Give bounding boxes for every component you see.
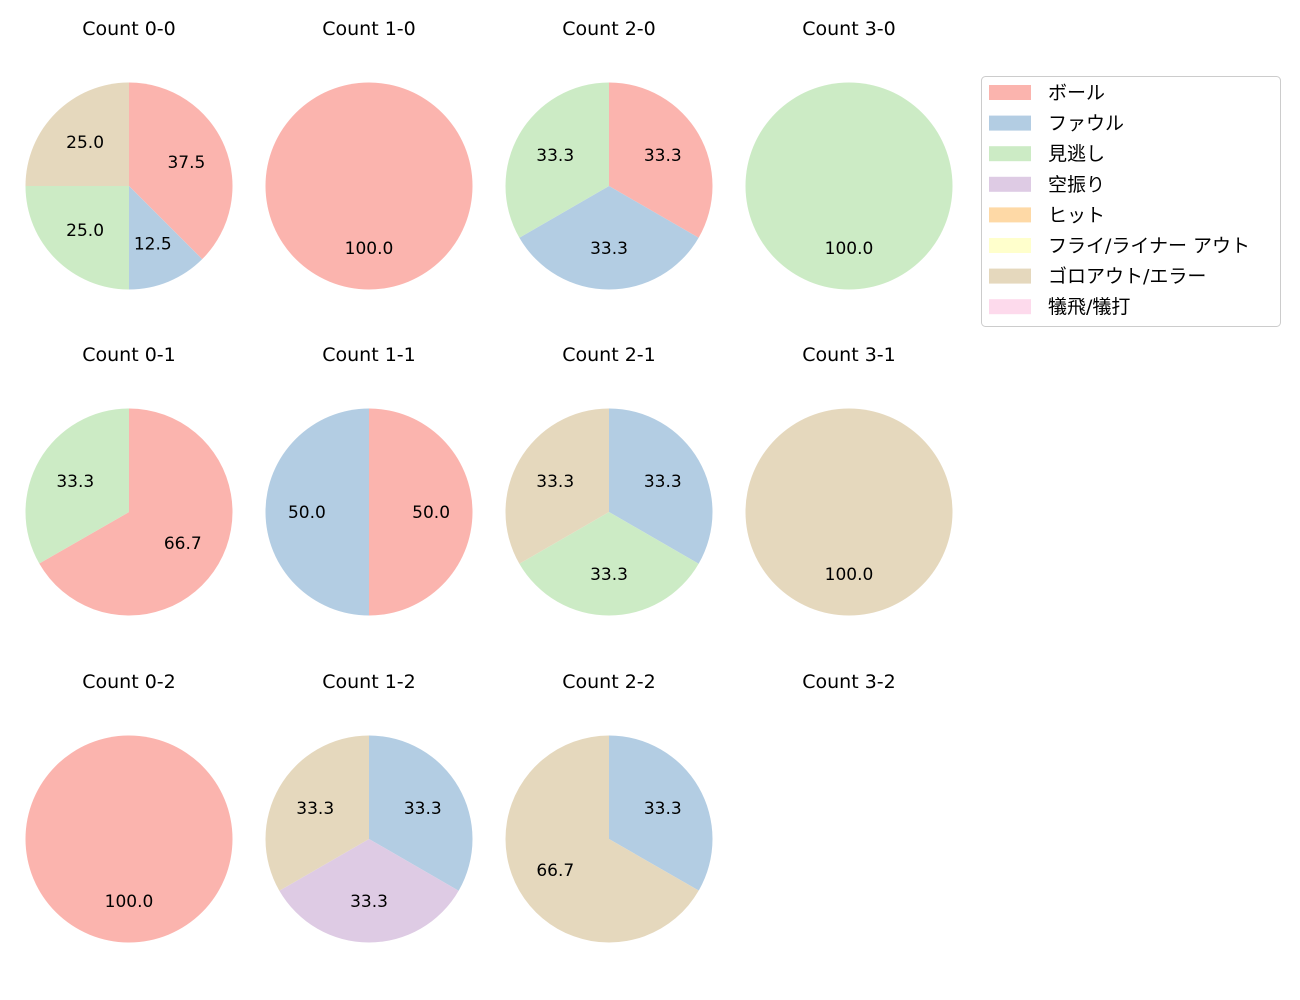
- legend-frame: [981, 76, 1281, 327]
- pie-count-0-0: Count 0-0 37.5 12.5 25.0 25.0: [25, 18, 233, 290]
- pie-slice: [129, 82, 233, 260]
- pie-count-1-1: Count 1-1 50.0 50.0: [265, 344, 473, 616]
- pie-title: Count 0-2: [82, 671, 176, 693]
- slice-label: 33.3: [404, 799, 442, 819]
- pie-count-3-1: Count 3-1 100.0: [745, 344, 953, 616]
- pie-title: Count 3-0: [802, 18, 896, 40]
- legend-label: フライ/ライナー アウト: [1048, 235, 1250, 257]
- pie-title: Count 0-1: [82, 344, 176, 366]
- slice-label: 66.7: [536, 861, 574, 881]
- pie-slice: [369, 735, 473, 891]
- pie-title: Count 1-1: [322, 344, 416, 366]
- legend-swatch: [989, 207, 1031, 223]
- slice-label: 33.3: [536, 472, 574, 492]
- pie-count-2-2: Count 2-2 33.3 66.7: [505, 671, 713, 943]
- pie-slice: [505, 408, 609, 564]
- legend-swatch: [989, 238, 1031, 253]
- pie-slice: [505, 82, 609, 238]
- pie-slice: [279, 839, 459, 943]
- slice-label: 50.0: [288, 503, 326, 523]
- pie-count-2-1: Count 2-1 33.3 33.3 33.3: [505, 344, 713, 616]
- pie-slice: [265, 408, 369, 616]
- pie-title: Count 0-0: [82, 18, 176, 40]
- pie-count-2-0: Count 2-0 33.3 33.3 33.3: [505, 18, 713, 290]
- pie-slice: [39, 408, 233, 616]
- legend-swatch: [989, 268, 1031, 284]
- pie-count-1-2: Count 1-2 33.3 33.3 33.3: [265, 671, 473, 943]
- pie-slice: [519, 186, 699, 290]
- pie-slice: [25, 735, 233, 943]
- legend-swatch: [989, 146, 1031, 162]
- legend-swatch: [989, 115, 1031, 131]
- pie-slice: [265, 82, 473, 290]
- slice-label: 33.3: [644, 472, 682, 492]
- slice-label: 33.3: [644, 799, 682, 819]
- slice-label: 33.3: [56, 472, 94, 492]
- slice-label: 100.0: [105, 892, 154, 912]
- pie-slice: [519, 512, 699, 616]
- slice-label: 33.3: [296, 799, 334, 819]
- slice-label: 33.3: [350, 892, 388, 912]
- pie-slice: [609, 735, 713, 891]
- slice-label: 12.5: [134, 234, 172, 254]
- pie-count-3-2: Count 3-2: [802, 671, 896, 693]
- pie-title: Count 2-2: [562, 671, 656, 693]
- pie-count-3-0: Count 3-0 100.0: [745, 18, 953, 290]
- slice-label: 66.7: [164, 534, 202, 554]
- slice-label: 25.0: [66, 133, 104, 153]
- pie-slice: [25, 186, 129, 290]
- legend-swatch: [989, 176, 1031, 192]
- pie-slice: [129, 186, 203, 290]
- slice-label: 37.5: [167, 153, 205, 173]
- pie-title: Count 1-0: [322, 18, 416, 40]
- slice-label: 100.0: [825, 239, 874, 259]
- legend-label: 見逃し: [1048, 143, 1105, 165]
- pie-title: Count 1-2: [322, 671, 416, 693]
- pie-title: Count 2-1: [562, 344, 656, 366]
- pie-slice: [609, 408, 713, 564]
- legend-label: ゴロアウト/エラー: [1048, 266, 1206, 288]
- slice-label: 100.0: [345, 239, 394, 259]
- legend-swatch: [989, 85, 1031, 100]
- legend-label: ボール: [1048, 82, 1105, 104]
- slice-label: 25.0: [66, 221, 104, 241]
- pie-title: Count 2-0: [562, 18, 656, 40]
- pie-title: Count 3-1: [802, 344, 896, 366]
- pie-count-0-1: Count 0-1 66.7 33.3: [25, 344, 233, 616]
- slice-label: 50.0: [412, 503, 450, 523]
- pie-slice: [745, 408, 953, 616]
- slice-label: 33.3: [644, 146, 682, 166]
- pie-count-0-2: Count 0-2 100.0: [25, 671, 233, 943]
- pie-slice: [265, 735, 369, 891]
- pie-slice: [369, 408, 473, 616]
- pie-slice: [609, 82, 713, 238]
- slice-label: 100.0: [825, 565, 874, 585]
- pie-title: Count 3-2: [802, 671, 896, 693]
- legend-label: 犠飛/犠打: [1048, 296, 1130, 318]
- pie-count-1-0: Count 1-0 100.0: [265, 18, 473, 290]
- legend-label: 空振り: [1048, 174, 1105, 196]
- pie-slice: [505, 735, 699, 943]
- slice-label: 33.3: [590, 565, 628, 585]
- legend-label: ファウル: [1048, 113, 1124, 135]
- pie-slice: [25, 82, 129, 186]
- legend-swatch: [989, 299, 1031, 315]
- pie-slice: [25, 408, 130, 564]
- slice-label: 33.3: [536, 146, 574, 166]
- legend-label: ヒット: [1048, 204, 1105, 226]
- pie-slice: [745, 82, 953, 290]
- slice-label: 33.3: [590, 239, 628, 259]
